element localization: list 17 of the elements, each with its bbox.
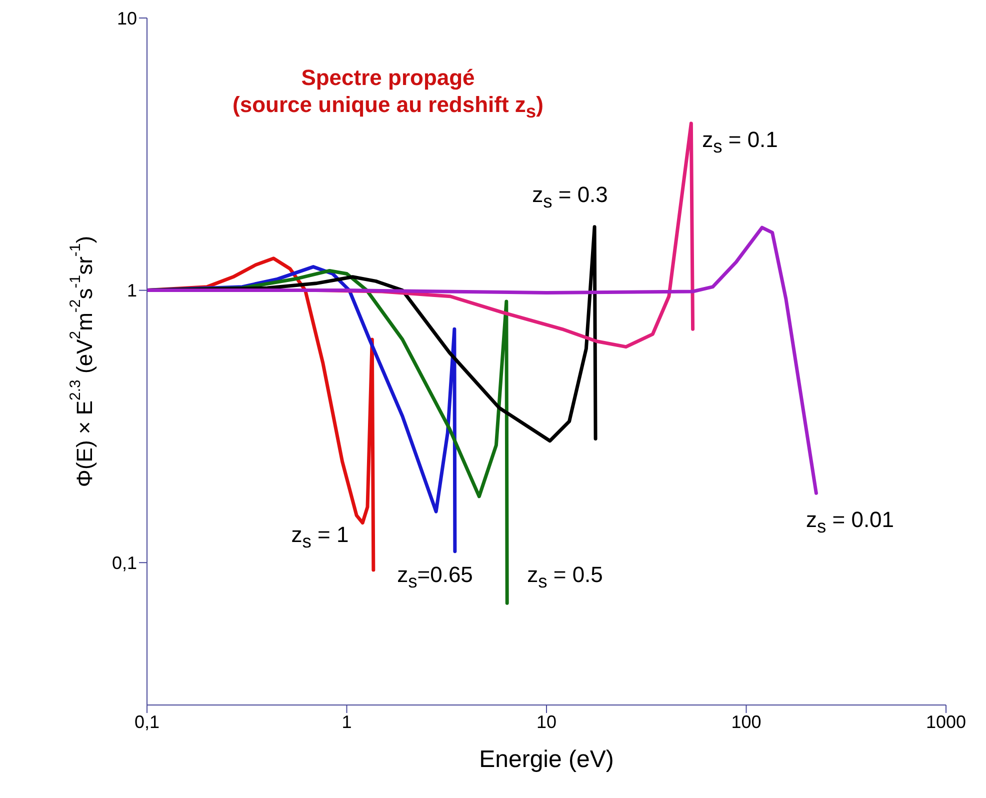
y-tick-label: 1 — [126, 280, 137, 301]
x-tick-label: 100 — [731, 712, 762, 732]
annotation: z$_{s}$=0.65 — [396, 561, 474, 594]
x-tick-label: 1 — [342, 712, 352, 732]
y-tick-label: 0,1 — [112, 553, 137, 574]
annotation: z$_{s}$ = 0.3 — [531, 181, 609, 214]
x-axis-title: Energie (eV) — [479, 746, 614, 773]
annotation: z$_{s}$ = 0.01 — [804, 506, 896, 538]
annotation: z$_{s}$ = 1 — [290, 521, 350, 554]
annotation: z$_{s}$ = 0.1 — [701, 126, 779, 158]
text: (source unique au redshift z$_{s}$) — [232, 91, 544, 124]
x-tick-label: 10 — [536, 712, 557, 732]
y-tick-label: 10 — [116, 8, 137, 28]
x-tick-label: 1000 — [926, 712, 966, 732]
text: Spectre propagé — [300, 64, 476, 91]
annotation: z$_{s}$ = 0.5 — [526, 561, 604, 594]
x-tick-label: 0,1 — [134, 712, 160, 732]
